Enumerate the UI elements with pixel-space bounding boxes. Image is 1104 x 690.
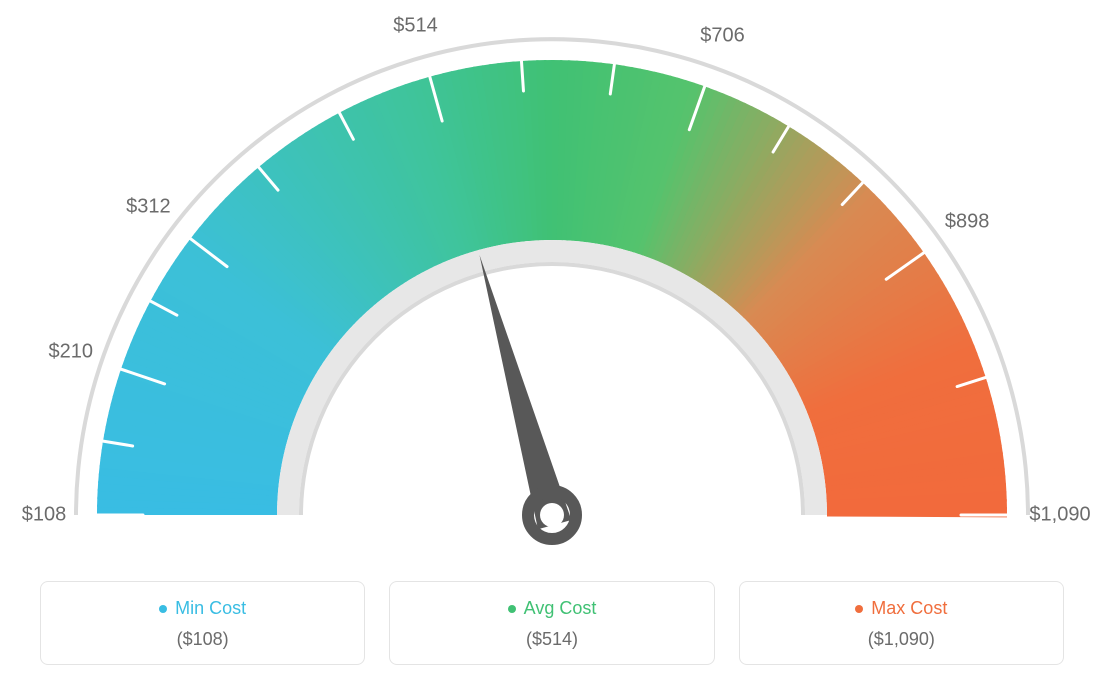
legend-row: Min Cost ($108) Avg Cost ($514) Max Cost…: [40, 581, 1064, 665]
gauge-area: $108 $210 $312 $514 $706 $898 $1,090: [0, 0, 1104, 560]
legend-label-avg: Avg Cost: [402, 598, 701, 619]
gauge-tick-label: $312: [126, 195, 171, 218]
gauge-tick-label: $514: [393, 14, 438, 37]
legend-label-min: Min Cost: [53, 598, 352, 619]
legend-label-text: Avg Cost: [524, 598, 597, 619]
cost-gauge-chart: $108 $210 $312 $514 $706 $898 $1,090 Min Cost …: [0, 0, 1104, 690]
legend-value-max: ($1,090): [752, 629, 1051, 650]
legend-card-max: Max Cost ($1,090): [739, 581, 1064, 665]
gauge-tick-label: $898: [945, 211, 990, 234]
legend-card-min: Min Cost ($108): [40, 581, 365, 665]
legend-value-avg: ($514): [402, 629, 701, 650]
legend-label-text: Max Cost: [871, 598, 947, 619]
gauge-tick-label: $706: [700, 25, 745, 48]
dot-icon: [855, 605, 863, 613]
dot-icon: [159, 605, 167, 613]
legend-label-max: Max Cost: [752, 598, 1051, 619]
legend-value-min: ($108): [53, 629, 352, 650]
gauge-tick-label: $1,090: [1029, 504, 1090, 527]
gauge-tick-label: $210: [49, 341, 94, 364]
dot-icon: [508, 605, 516, 613]
gauge-tick-label: $108: [22, 504, 67, 527]
legend-label-text: Min Cost: [175, 598, 246, 619]
legend-card-avg: Avg Cost ($514): [389, 581, 714, 665]
gauge-svg: [0, 0, 1104, 560]
